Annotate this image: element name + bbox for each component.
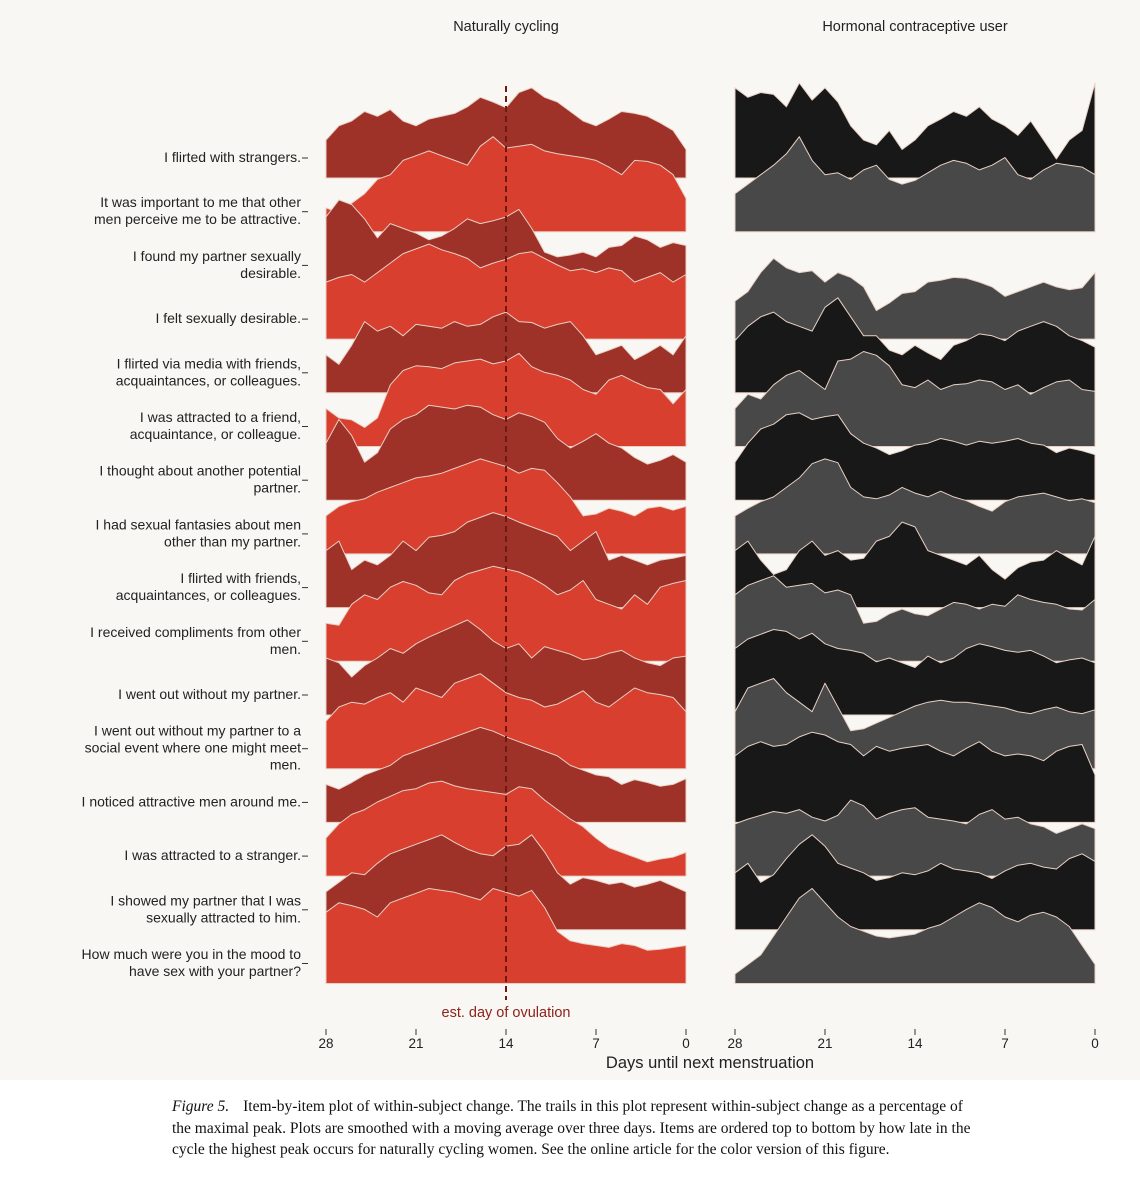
ridge-nc-item-2 <box>325 136 687 233</box>
x-tick-label-hc-7: 7 <box>1001 1036 1009 1051</box>
panel-title-hormonal-contraceptive: Hormonal contraceptive user <box>822 19 1008 35</box>
item-label-4: I felt sexually desirable. <box>155 310 301 326</box>
figure-number: Figure 5. <box>172 1098 230 1115</box>
ridge-hc-item-16 <box>734 888 1096 984</box>
ridgeline-chart: I flirted with strangers. It was importan… <box>82 19 1099 1072</box>
figure-caption: Figure 5. Item-by-item plot of within-sub… <box>172 1096 972 1161</box>
item-label-9: I flirted with friends, acquaintances, or… <box>116 570 301 603</box>
item-label-11: I went out without my partner. <box>118 686 301 702</box>
x-tick-label-nc-14: 14 <box>498 1036 514 1051</box>
ridge-hc-item-9 <box>734 521 1096 609</box>
ridge-hc-item-13 <box>734 731 1096 823</box>
item-label-6: I was attracted to a friend, acquaintance… <box>130 409 301 442</box>
item-label-12: I went out without my partner to a social… <box>85 723 302 773</box>
item-label-16: How much were you in the mood to have sex… <box>82 946 302 979</box>
item-label-14: I was attracted to a stranger. <box>124 847 301 863</box>
ridge-hc-item-8 <box>734 458 1096 555</box>
x-tick-label-hc-28: 28 <box>727 1036 742 1051</box>
x-tick-label-hc-0: 0 <box>1091 1036 1099 1051</box>
ovulation-label: est. day of ovulation <box>442 1005 571 1021</box>
item-label-8: I had sexual fantasies about men other th… <box>96 516 301 549</box>
x-tick-label-nc-21: 21 <box>408 1036 423 1051</box>
item-label-1: I flirted with strangers. <box>164 149 301 165</box>
x-tick-label-hc-14: 14 <box>907 1036 923 1051</box>
item-label-15: I showed my partner that I was sexually a… <box>110 892 301 925</box>
x-tick-label-nc-7: 7 <box>592 1036 600 1051</box>
ridge-hc-item-1 <box>734 82 1096 179</box>
item-label-5: I flirted via media with friends, acquain… <box>116 355 301 388</box>
item-label-2: It was important to me that other men per… <box>94 194 301 227</box>
ridge-hc-item-10 <box>734 575 1096 662</box>
ridge-hc-item-2 <box>734 136 1096 233</box>
item-label-13: I noticed attractive men around me. <box>82 793 301 809</box>
panel-title-naturally-cycling: Naturally cycling <box>453 19 559 35</box>
caption-text: Item-by-item plot of within-subject chan… <box>172 1098 971 1158</box>
item-label-10: I received compliments from other men. <box>90 624 301 657</box>
x-tick-label-nc-0: 0 <box>682 1036 690 1051</box>
x-tick-label-hc-21: 21 <box>817 1036 832 1051</box>
x-axis-title: Days until next menstruation <box>606 1054 814 1072</box>
ridges-layer <box>325 82 1096 984</box>
item-label-3: I found my partner sexually desirable. <box>133 248 301 281</box>
item-labels-layer: I flirted with strangers. It was importan… <box>82 149 308 979</box>
ridge-hc-item-5 <box>734 297 1096 394</box>
ridge-nc-item-10 <box>325 565 687 662</box>
x-tick-label-nc-28: 28 <box>318 1036 333 1051</box>
ridge-nc-item-7 <box>325 404 687 501</box>
item-label-7: I thought about another potential partner… <box>99 463 301 496</box>
figure-panel: I flirted with strangers. It was importan… <box>0 0 1140 1080</box>
x-axes-layer: 28 21 14 7 0 28 21 14 7 0 <box>318 1029 1099 1051</box>
